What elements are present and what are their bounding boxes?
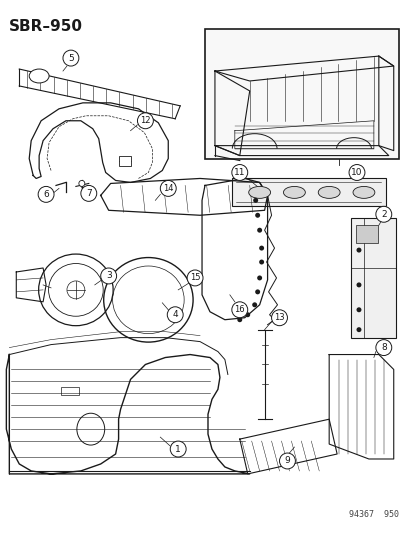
Circle shape <box>254 213 259 218</box>
Circle shape <box>137 113 153 129</box>
Circle shape <box>356 248 361 253</box>
Circle shape <box>254 289 259 294</box>
Circle shape <box>271 310 287 326</box>
Text: 5: 5 <box>68 54 74 62</box>
Bar <box>350 218 395 337</box>
Circle shape <box>187 270 202 286</box>
Circle shape <box>253 198 258 203</box>
Circle shape <box>256 228 261 233</box>
Circle shape <box>259 260 263 264</box>
Ellipse shape <box>29 69 49 83</box>
Ellipse shape <box>352 187 374 198</box>
Circle shape <box>356 282 361 287</box>
Circle shape <box>375 206 391 222</box>
Text: 7: 7 <box>86 189 91 198</box>
Ellipse shape <box>248 187 270 198</box>
Text: 8: 8 <box>380 343 386 352</box>
Circle shape <box>356 308 361 312</box>
Text: 94367  950: 94367 950 <box>348 510 398 519</box>
Circle shape <box>356 327 361 332</box>
Text: 12: 12 <box>140 116 150 125</box>
Circle shape <box>38 187 54 203</box>
Circle shape <box>348 165 364 181</box>
Text: 16: 16 <box>234 305 244 314</box>
Ellipse shape <box>67 281 85 299</box>
Circle shape <box>256 276 261 280</box>
Circle shape <box>170 441 186 457</box>
Text: 11: 11 <box>233 168 245 177</box>
Circle shape <box>167 307 183 322</box>
Circle shape <box>231 165 247 181</box>
Text: 2: 2 <box>380 210 386 219</box>
Bar <box>231 179 385 206</box>
Text: SBR–950: SBR–950 <box>9 19 83 34</box>
Circle shape <box>231 302 247 318</box>
Text: 9: 9 <box>284 456 290 465</box>
Text: 15: 15 <box>190 273 200 282</box>
Bar <box>61 387 78 395</box>
Text: 1: 1 <box>175 445 180 454</box>
Ellipse shape <box>283 187 305 198</box>
Circle shape <box>160 181 176 196</box>
Bar <box>118 156 130 166</box>
Circle shape <box>78 181 85 187</box>
Bar <box>204 29 398 158</box>
Text: 13: 13 <box>273 313 284 322</box>
Ellipse shape <box>318 187 339 198</box>
Circle shape <box>244 312 249 317</box>
Text: 4: 4 <box>172 310 178 319</box>
Text: 6: 6 <box>43 190 49 199</box>
Circle shape <box>237 317 242 322</box>
Bar <box>355 225 377 243</box>
Text: 10: 10 <box>350 168 362 177</box>
Circle shape <box>81 185 97 201</box>
Circle shape <box>259 246 263 251</box>
Circle shape <box>63 50 78 66</box>
Circle shape <box>279 453 295 469</box>
Circle shape <box>252 302 256 308</box>
Circle shape <box>375 340 391 356</box>
Text: 14: 14 <box>163 184 173 193</box>
Text: 3: 3 <box>106 271 111 280</box>
Circle shape <box>100 268 116 284</box>
